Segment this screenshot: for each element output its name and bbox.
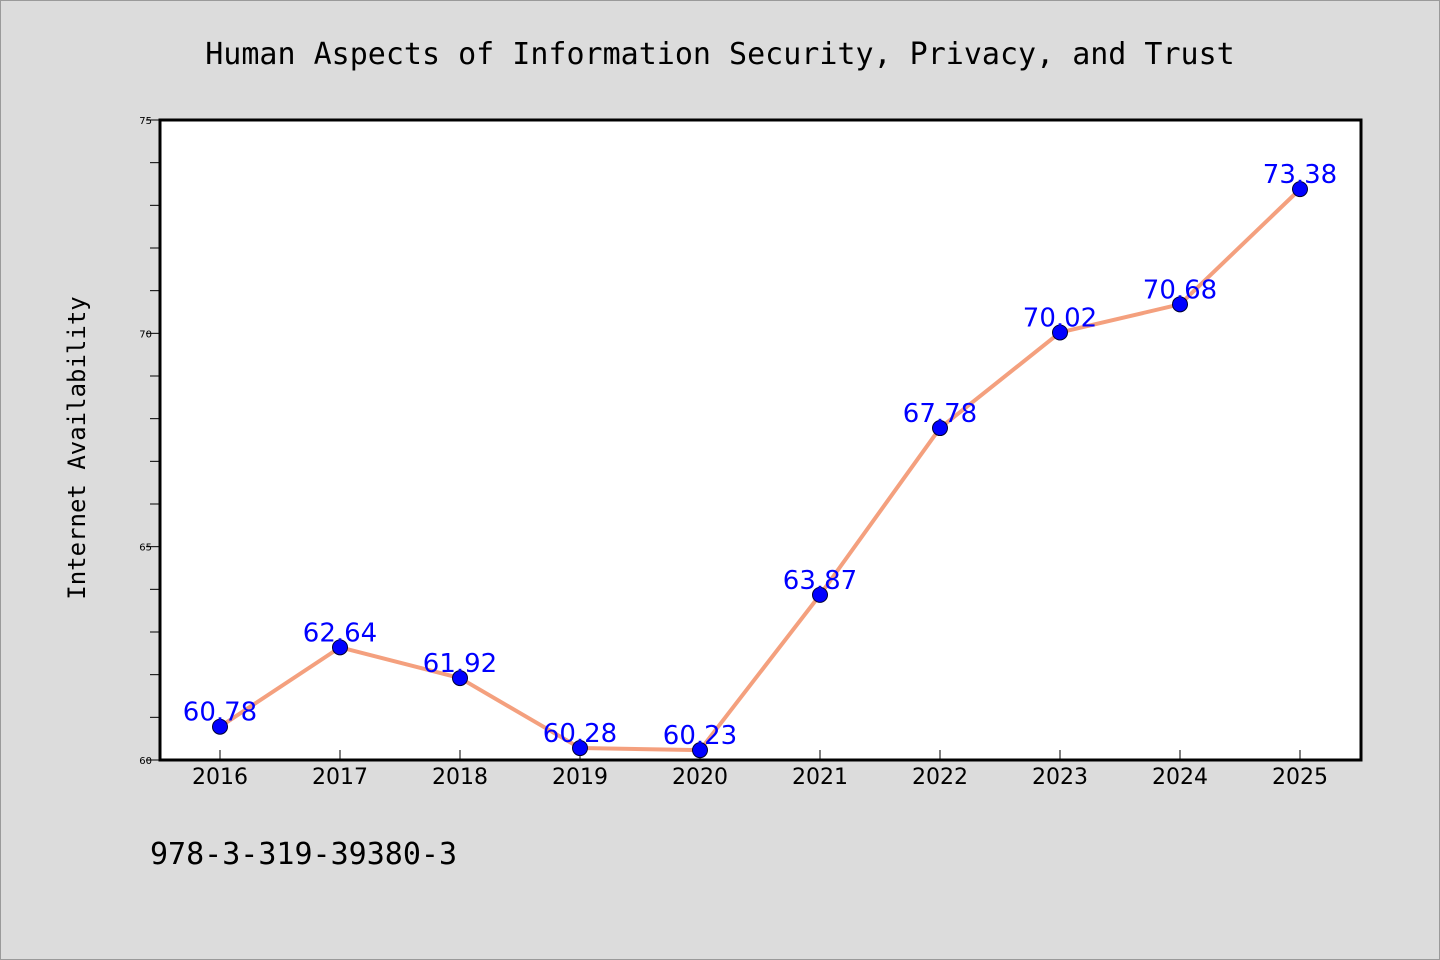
x-tick-label: 2018 [432,765,488,790]
data-label: 73.38 [1263,160,1337,190]
data-labels: 60.78 62.64 61.92 60.28 60.23 63.87 67.78 70.02… [183,160,1337,751]
series-revenue-line [218,187,1302,753]
data-point [332,639,348,656]
data-point [812,586,828,603]
y-axis-ticks: 60 65 70 75 [139,116,160,767]
x-tick-label: 2023 [1032,765,1088,790]
x-tick-label: 2017 [312,765,368,790]
data-label: 60.23 [663,721,737,751]
data-label: 60.28 [543,719,617,749]
x-tick-label: 2024 [1152,765,1208,790]
data-markers [212,181,1308,759]
data-point [1172,296,1188,313]
y-tick-label: 60 [139,756,152,767]
data-label: 70.68 [1143,275,1217,305]
data-point [932,420,948,437]
x-tick-label: 2016 [192,765,248,790]
data-label: 60.78 [183,698,257,728]
plot-area [158,118,1363,762]
x-axis-ticks: 2016 2017 2018 2019 2020 2021 2022 2023 2024 2025 [192,750,1328,790]
data-point [1052,324,1068,341]
x-tick-label: 2021 [792,765,848,790]
data-label: 67.78 [903,399,977,429]
chart-title: Human Aspects of Information Security, P… [205,37,1235,72]
y-tick-label: 65 [139,543,152,554]
data-label: 70.02 [1023,303,1097,333]
data-point [452,670,468,687]
data-point [572,740,588,757]
data-label: 63.87 [783,566,857,596]
data-point [692,742,708,759]
y-tick-label: 70 [139,329,152,340]
x-tick-label: 2020 [672,765,728,790]
data-label: 61.92 [423,649,497,679]
x-tick-label: 2019 [552,765,608,790]
y-tick-label: 75 [139,116,152,127]
data-label: 62.64 [303,618,377,648]
data-point [1292,181,1308,198]
y-axis-label: Internet Availability [63,296,91,599]
isbn-annotation: 978-3-319-39380-3 [150,837,457,872]
data-point [212,718,228,735]
x-tick-label: 2022 [912,765,968,790]
x-tick-label: 2025 [1272,765,1328,790]
series-line [218,187,1302,753]
